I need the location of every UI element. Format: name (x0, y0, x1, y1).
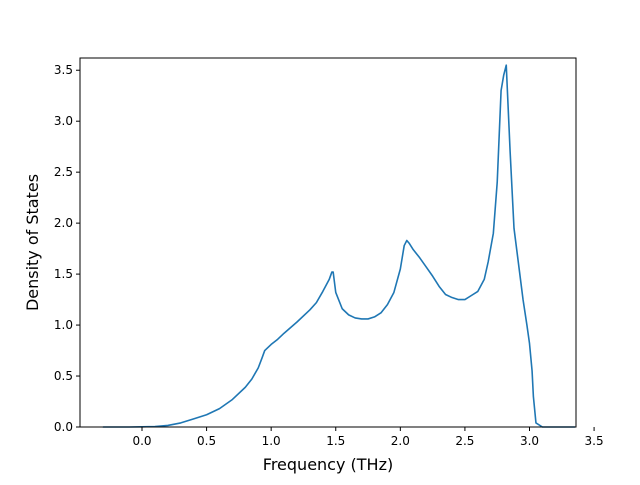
x-tick-label: 3.5 (585, 434, 604, 448)
y-tick-label: 0.0 (54, 420, 73, 434)
y-tick-label: 2.0 (54, 216, 73, 230)
y-axis-label: Density of States (23, 174, 42, 311)
y-tick-label: 1.0 (54, 318, 73, 332)
axes-frame (79, 57, 577, 428)
x-tick-label: 1.5 (326, 434, 345, 448)
y-tick-label: 3.0 (54, 114, 73, 128)
axis-ticks: 0.0 0.5 1.0 1.5 2.0 2.5 3.0 3.5 0.0 0.5 1.0 1.5 2.0 2… (54, 63, 604, 448)
plot-area (102, 64, 576, 428)
x-tick-label: 1.0 (262, 434, 281, 448)
x-axis-label: Frequency (THz) (263, 455, 393, 474)
dos-series-line (102, 64, 576, 428)
y-tick-label: 1.5 (54, 267, 73, 281)
x-tick-label: 2.5 (455, 434, 474, 448)
x-tick-label: 2.0 (391, 434, 410, 448)
x-tick-label: 0.0 (132, 434, 151, 448)
y-tick-label: 0.5 (54, 369, 73, 383)
x-tick-label: 0.5 (197, 434, 216, 448)
y-tick-label: 3.5 (54, 63, 73, 77)
x-tick-label: 3.0 (520, 434, 539, 448)
y-tick-label: 2.5 (54, 165, 73, 179)
